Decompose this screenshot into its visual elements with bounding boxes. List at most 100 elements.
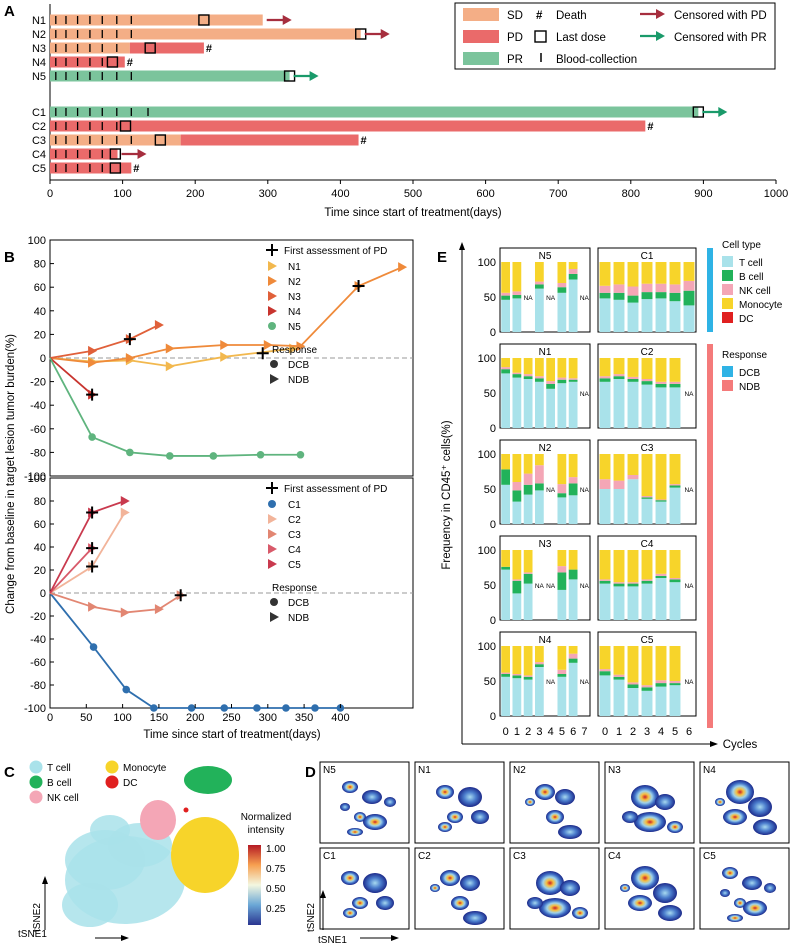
b-bottom-point-c5	[120, 496, 130, 506]
e-bar-segment	[534, 664, 544, 667]
e-bar-segment	[534, 646, 544, 663]
e-bar-segment	[599, 669, 611, 672]
d-density-blob	[620, 884, 630, 892]
e-bar-segment	[501, 469, 511, 485]
e-bar-segment	[568, 262, 578, 269]
d-density-blob	[634, 812, 666, 832]
e-bar-segment	[512, 358, 522, 373]
e-subpanel-frame	[499, 247, 591, 333]
e-bar-segment	[613, 379, 625, 428]
b-x-tick-label: 400	[331, 712, 349, 724]
b-top-legend-marker	[268, 306, 277, 316]
e-na-label: NA	[684, 679, 694, 686]
e-bar-segment	[627, 286, 639, 296]
e-bar-segment	[669, 685, 681, 716]
b-bottom-legend-series: C4	[288, 545, 301, 556]
b-bottom-pd-marker	[86, 560, 99, 573]
e-bar-segment	[546, 388, 556, 428]
b-top-legend-series: N2	[288, 277, 301, 288]
e-bar-segment	[613, 454, 625, 481]
a-legend-box	[454, 2, 776, 70]
b-top-point-n2	[88, 357, 98, 368]
e-bar-segment	[655, 381, 667, 384]
a-x-tick-label: 0	[47, 188, 53, 200]
e-bar-segment	[599, 298, 611, 332]
e-bar-segment	[568, 379, 578, 382]
e-bar-segment	[669, 284, 681, 293]
b-top-legend-series: N3	[288, 292, 301, 303]
b-top-point-n2	[165, 343, 175, 354]
c-legend-label: B cell	[47, 778, 71, 789]
e-bar-segment	[599, 583, 611, 620]
e-y-tick-label: 0	[490, 615, 496, 627]
d-panel-label: N1	[418, 765, 431, 776]
b-x-tick-label: 150	[150, 712, 168, 724]
e-bar-segment	[568, 477, 578, 484]
b-bottom-legend-pd: First assessment of PD	[284, 484, 387, 495]
e-bar-segment	[613, 299, 625, 332]
a-bar-pd	[129, 42, 204, 54]
a-legend-swatch-pd	[463, 30, 499, 43]
b-bottom-y-tick-label: 20	[34, 565, 46, 577]
c-x-axis-arrow	[121, 935, 129, 941]
d-density-blob	[362, 790, 382, 804]
a-patient-label: C5	[32, 163, 46, 175]
d-density-blob	[536, 871, 564, 895]
d-density-blob	[440, 870, 460, 886]
e-bar-segment	[512, 294, 522, 299]
a-last-dose-marker	[109, 148, 122, 160]
d-panel-frame	[509, 761, 600, 844]
e-bar-segment	[501, 646, 511, 673]
e-bar-segment	[512, 298, 522, 332]
e-bar-segment	[641, 497, 653, 499]
e-bar-segment	[641, 685, 653, 688]
d-density-blob	[436, 785, 454, 799]
d-panel-label: N4	[703, 765, 716, 776]
a-legend-cens-pd: Censored with PD	[674, 10, 767, 22]
e-bar-segment	[641, 283, 653, 293]
d-density-blob	[341, 871, 359, 885]
panel-b-letter: B	[4, 249, 15, 266]
e-bar-segment	[641, 299, 653, 332]
e-bar-segment	[568, 483, 578, 496]
b-bottom-legend-series: C1	[288, 500, 301, 511]
b-bottom-pd-marker	[86, 506, 99, 519]
e-bar-segment	[627, 479, 639, 524]
b-top-pd-marker	[123, 333, 136, 346]
b-top-legend-pd-symbol	[266, 244, 278, 256]
e-bar-segment	[627, 454, 639, 475]
e-cycle-label: 1	[514, 726, 520, 738]
e-bar-segment	[669, 358, 681, 382]
b-top-y-tick-label: -100	[24, 471, 46, 483]
e-bar-segment	[613, 586, 625, 620]
b-x-tick-label: 350	[295, 712, 313, 724]
c-y-title: tSNE2	[32, 903, 43, 932]
e-bar-segment	[641, 690, 653, 716]
e-bar-segment	[568, 273, 578, 280]
d-density-blob	[653, 883, 677, 903]
e-bar-segment	[501, 358, 511, 368]
b-top-point-n2	[220, 340, 230, 351]
e-legend-response-title: Response	[722, 350, 767, 361]
e-bar-segment	[568, 358, 578, 379]
d-density-blob	[347, 828, 363, 836]
e-bar-segment	[501, 566, 511, 570]
b-bottom-y-tick-label: -100	[24, 703, 46, 715]
e-bar-segment	[557, 292, 567, 332]
e-bar-segment	[655, 573, 667, 576]
b-top-legend-series: N5	[288, 322, 301, 333]
e-bar-segment	[512, 580, 522, 594]
b-bottom-legend-ndb-marker	[270, 612, 279, 622]
b-top-y-tick-label: -80	[30, 447, 46, 459]
a-bar-pd	[50, 162, 132, 174]
e-bar-segment	[557, 379, 567, 384]
e-bar-segment	[501, 292, 511, 296]
d-panel-label: C1	[323, 851, 336, 862]
b-bottom-legend-marker	[268, 529, 277, 539]
b-bottom-point-c1	[89, 643, 98, 651]
e-bar-segment	[613, 374, 625, 377]
e-y-tick-label: 100	[478, 353, 496, 365]
a-legend: SD PD PR # Death Last dose Blood-collection Cen…	[454, 2, 776, 70]
e-subpanel-title: N4	[539, 635, 552, 646]
